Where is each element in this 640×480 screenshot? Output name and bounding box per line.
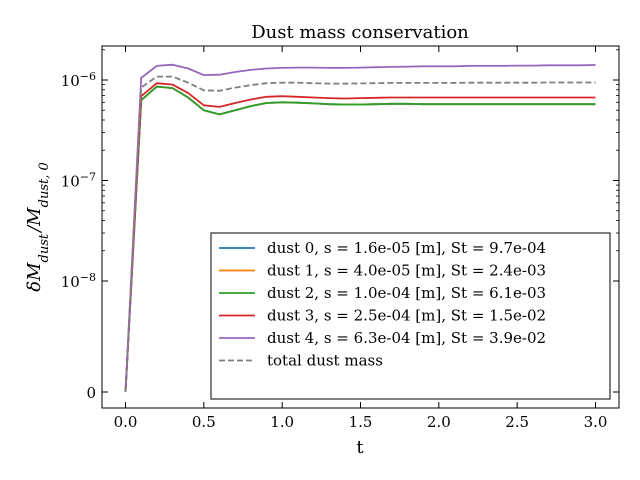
series-line-2 bbox=[124, 85, 596, 393]
legend-box bbox=[210, 232, 611, 400]
legend-label-1: dust 1, s = 4.0e-05 [m], St = 2.4e-03 bbox=[267, 262, 546, 280]
y-axis-label-sub1: dust bbox=[37, 233, 52, 262]
series-line-3 bbox=[124, 82, 596, 393]
legend: dust 0, s = 1.6e-05 [m], St = 9.7e-04 dus… bbox=[210, 232, 611, 400]
y-axis-label-M: M bbox=[24, 262, 45, 282]
legend-label-2: dust 2, s = 1.0e-04 [m], St = 6.1e-03 bbox=[267, 284, 546, 302]
x-tick-label-5: 2.5 bbox=[505, 413, 529, 431]
y-axis-label-slash: / bbox=[24, 224, 45, 234]
series-line-5 bbox=[124, 75, 596, 393]
y-axis-label-M0: M bbox=[24, 207, 45, 227]
x-tick-label-3: 1.5 bbox=[349, 413, 373, 431]
legend-label-0: dust 0, s = 1.6e-05 [m], St = 9.7e-04 bbox=[267, 239, 546, 257]
x-tick-label-2: 1.0 bbox=[270, 413, 294, 431]
plot-lines bbox=[124, 63, 596, 393]
y-tick-label-3: 10−6 bbox=[61, 70, 96, 91]
legend-label-4: dust 4, s = 6.3e-04 [m], St = 3.9e-02 bbox=[267, 329, 546, 347]
x-tick-label-6: 3.0 bbox=[584, 413, 608, 431]
series-line-4 bbox=[124, 63, 596, 393]
y-axis-label: δMdust/Mdust, 0 bbox=[24, 162, 52, 292]
y-axis-label-delta: δ bbox=[24, 281, 45, 292]
x-tick-label-4: 2.0 bbox=[427, 413, 451, 431]
x-tick-label-0: 0.0 bbox=[114, 413, 138, 431]
x-tick-label-1: 0.5 bbox=[192, 413, 216, 431]
y-axis-label-sub2: dust, 0 bbox=[37, 162, 52, 207]
y-tick-label-0: 0 bbox=[86, 384, 96, 402]
x-axis-label: t bbox=[356, 437, 364, 458]
y-tick-label-2: 10−7 bbox=[61, 170, 96, 191]
axis-ticks: 0.0 0.5 1.0 1.5 2.0 2.5 3.0 0 10−8 10−7 10−6 bbox=[61, 46, 619, 431]
legend-label-3: dust 3, s = 2.5e-04 [m], St = 1.5e-02 bbox=[267, 307, 546, 325]
y-tick-label-1: 10−8 bbox=[61, 271, 96, 292]
legend-label-5: total dust mass bbox=[267, 352, 383, 370]
chart-title: Dust mass conservation bbox=[251, 22, 469, 43]
